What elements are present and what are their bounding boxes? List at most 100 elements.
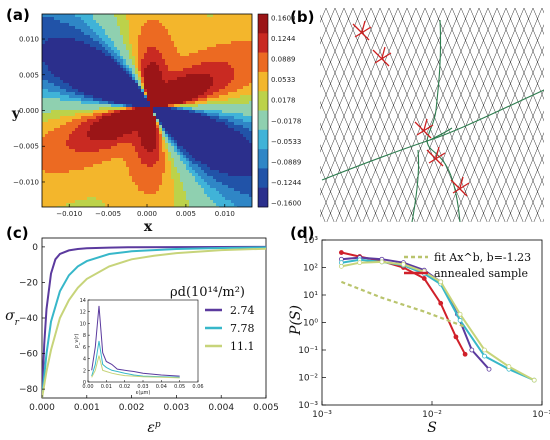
heat-cell <box>165 92 169 96</box>
heat-cell <box>180 155 184 159</box>
heat-cell <box>225 14 229 18</box>
heat-cell <box>198 71 202 75</box>
heat-cell <box>228 29 232 33</box>
heat-cell <box>213 179 217 183</box>
heat-cell <box>129 197 133 201</box>
heat-cell <box>102 32 106 36</box>
inset-y-tick-label: 12 <box>80 310 86 316</box>
heat-cell <box>183 164 187 168</box>
heat-cell <box>72 107 76 111</box>
heat-cell <box>195 173 199 177</box>
heat-cell <box>156 32 160 36</box>
heat-cell <box>81 203 85 207</box>
heat-cell <box>150 185 154 189</box>
heat-cell <box>114 146 118 150</box>
heat-cell <box>72 155 76 159</box>
heat-cell <box>63 119 67 123</box>
heat-cell <box>60 68 64 72</box>
heat-cell <box>162 32 166 36</box>
heat-cell <box>120 47 124 51</box>
heat-cell <box>171 29 175 33</box>
inset-x-tick-label: 0.02 <box>119 384 130 390</box>
heat-cell <box>129 161 133 165</box>
heat-cell <box>93 182 97 186</box>
heat-cell <box>240 38 244 42</box>
heat-cell <box>180 41 184 45</box>
heat-cell <box>156 206 160 207</box>
heat-cell <box>87 59 91 63</box>
heat-cell <box>84 149 88 153</box>
heat-cell <box>249 20 252 24</box>
heat-cell <box>225 158 229 162</box>
heat-cell <box>144 185 148 189</box>
heat-cell <box>189 146 193 150</box>
heat-cell <box>159 29 163 33</box>
heat-cell <box>132 167 136 171</box>
heat-cell <box>117 185 121 189</box>
heat-cell <box>144 38 148 42</box>
heat-cell <box>141 149 145 153</box>
heat-cell <box>174 152 178 156</box>
heat-cell <box>135 125 139 129</box>
heat-cell <box>195 56 199 60</box>
heat-cell <box>126 38 130 42</box>
heat-cell <box>150 26 154 30</box>
heat-cell <box>96 62 100 66</box>
heat-cell <box>45 179 49 183</box>
heat-cell <box>123 71 127 75</box>
heat-cell <box>150 38 154 42</box>
heat-cell <box>96 170 100 174</box>
heat-cell <box>117 137 121 141</box>
heat-cell <box>84 131 88 135</box>
heat-cell <box>201 128 205 132</box>
heat-cell <box>231 59 235 63</box>
heat-cell <box>108 95 112 99</box>
heat-cell <box>135 101 139 105</box>
heat-cell <box>150 65 154 69</box>
heat-cell <box>93 128 97 132</box>
heat-cell <box>216 179 220 183</box>
heat-cell <box>129 179 133 183</box>
heat-cell <box>99 56 103 60</box>
heat-cell <box>225 164 229 168</box>
heat-cell <box>66 194 70 198</box>
heat-cell <box>147 134 151 138</box>
heat-cell <box>111 29 115 33</box>
heat-cell <box>171 44 175 48</box>
heat-cell <box>75 185 79 189</box>
heat-cell <box>195 134 199 138</box>
heat-cell <box>57 119 61 123</box>
heat-cell <box>54 119 58 123</box>
colorbar: 0.16000.12440.08890.05330.0178−0.0178−0.… <box>257 13 302 208</box>
heat-cell <box>42 164 46 168</box>
heat-cell <box>60 116 64 120</box>
heat-cell <box>246 113 250 117</box>
heat-cell <box>117 125 121 129</box>
heat-cell <box>51 161 55 165</box>
heat-cell <box>186 161 190 165</box>
heat-cell <box>228 74 232 78</box>
heat-cell <box>213 146 217 150</box>
heat-cell <box>63 62 67 66</box>
heat-cell <box>108 128 112 132</box>
heat-cell <box>66 35 70 39</box>
heat-cell <box>45 161 49 165</box>
heat-cell <box>222 197 226 201</box>
heat-cell <box>180 35 184 39</box>
heat-cell <box>243 116 247 120</box>
heat-cell <box>210 74 214 78</box>
heat-cell <box>162 173 166 177</box>
heat-cell <box>129 23 133 27</box>
heat-cell <box>111 44 115 48</box>
heat-cell <box>216 71 220 75</box>
heat-cell <box>192 68 196 72</box>
heat-cell <box>105 20 109 24</box>
heat-cell <box>87 149 91 153</box>
heat-cell <box>210 113 214 117</box>
heat-cell <box>210 128 214 132</box>
heat-cell <box>84 14 88 18</box>
heat-cell <box>156 26 160 30</box>
heat-cell <box>216 35 220 39</box>
heat-cell <box>156 53 160 57</box>
heat-cell <box>48 47 52 51</box>
